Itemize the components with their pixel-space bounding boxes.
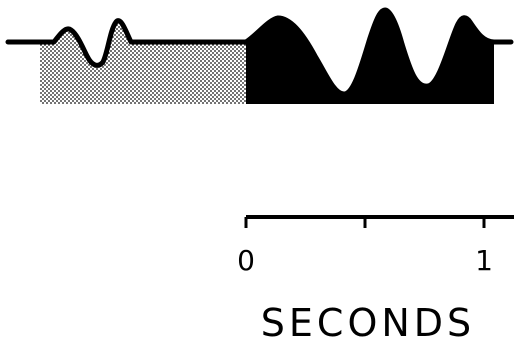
time-axis-title: SECONDS <box>261 301 475 339</box>
tick-label-0: 0 <box>237 244 255 277</box>
solid-response-region <box>246 10 494 104</box>
stippled-region <box>40 20 246 105</box>
waveform-trace <box>5 7 514 97</box>
tick-label-2: 1 <box>475 244 493 277</box>
